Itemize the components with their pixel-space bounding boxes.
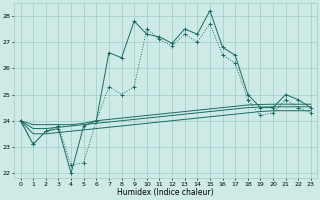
X-axis label: Humidex (Indice chaleur): Humidex (Indice chaleur) [117,188,214,197]
